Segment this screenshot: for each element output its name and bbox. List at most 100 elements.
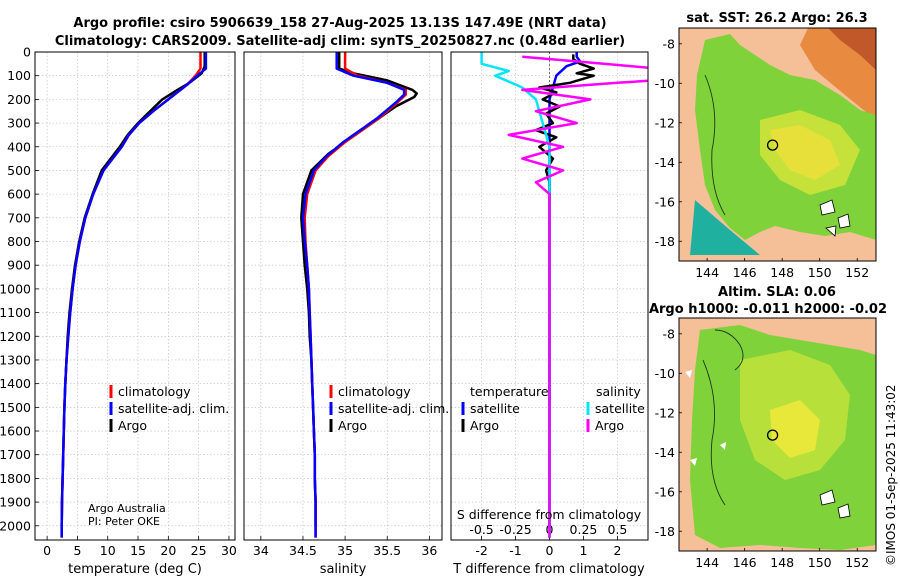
temperature-legend: climatology satellite-adj. clim. Argo <box>109 384 229 433</box>
salinity-x-label: salinity <box>320 562 367 577</box>
lat-tick-label: -14 <box>655 445 675 460</box>
difference-series <box>480 52 648 538</box>
lat-tick-label: -14 <box>655 155 675 170</box>
sst-argo-location-marker <box>766 139 779 151</box>
x-tick-label: 0 <box>43 543 51 558</box>
sla-islands <box>819 489 851 519</box>
x-tick-label: 35 <box>337 543 353 558</box>
sla-map-title-line2: Argo h1000: -0.011 h2000: -0.02 <box>649 302 887 317</box>
temperature-series <box>60 52 208 538</box>
depth-tick-label: 100 <box>7 68 31 83</box>
legend-s-satellite-label: satellite <box>595 401 645 416</box>
sla-peak-region <box>770 400 820 458</box>
depth-tick-label: 1300 <box>0 352 31 367</box>
x-tick-label: 2 <box>613 543 621 558</box>
lon-tick-label: 146 <box>733 265 757 280</box>
sla-map-panel: Altim. SLA: 0.06 Argo h1000: -0.011 h200… <box>649 285 887 570</box>
lat-tick-label: -18 <box>655 234 675 249</box>
legend-climatology-label: climatology <box>118 384 191 399</box>
depth-tick-label: 300 <box>7 116 31 131</box>
lat-tick-label: -10 <box>655 366 675 381</box>
lon-tick-label: 152 <box>845 555 869 570</box>
lat-tick-label: -8 <box>663 326 676 341</box>
t-difference-x-label: T difference from climatology <box>452 562 645 577</box>
legend-temperature-title: temperature <box>470 384 549 399</box>
s-difference-x-label: S difference from climatology <box>457 507 642 522</box>
sst-contour-line <box>704 74 726 216</box>
series-line-satellite-adj-clim- <box>60 52 208 538</box>
x-tick-label: 25 <box>191 543 207 558</box>
depth-tick-label: 1600 <box>0 424 31 439</box>
depth-tick-label: 1700 <box>0 447 31 462</box>
series-line-t-satellite <box>548 52 582 538</box>
depth-tick-label: 800 <box>7 234 31 249</box>
temperature-grid <box>35 51 235 540</box>
figure-title-line2: Climatology: CARS2009. Satellite-adj cli… <box>55 34 625 49</box>
imos-watermark: ©IMOS 01-Sep-2025 11:43:02 <box>884 384 898 566</box>
salinity-legend: climatology satellite-adj. clim. Argo <box>329 384 449 433</box>
lon-tick-label: 148 <box>770 265 794 280</box>
difference-legend: temperature satellite Argo salinity sate… <box>461 384 645 433</box>
sla-latitude-labels: -8 -10 -12 -14 -16 -18 <box>655 326 682 539</box>
depth-tick-label: 900 <box>7 258 31 273</box>
depth-tick-label: 200 <box>7 92 31 107</box>
x-tick-label: 10 <box>100 543 116 558</box>
x-tick-label: 36 <box>421 543 437 558</box>
lat-tick-label: -18 <box>655 524 675 539</box>
temperature-tick-labels: 0 5 10 15 20 25 30 <box>43 536 237 558</box>
depth-tick-label: 1900 <box>0 495 31 510</box>
series-line-s-satellite <box>480 52 551 538</box>
sst-core-region <box>770 125 840 180</box>
lon-tick-label: 150 <box>808 555 832 570</box>
sst-map-frame <box>678 27 877 262</box>
x-tick-label: -1 <box>509 543 521 558</box>
lat-tick-label: -12 <box>655 115 675 130</box>
lat-tick-label: -12 <box>655 405 675 420</box>
legend-s-argo-label: Argo <box>595 418 624 433</box>
x-tick-label: 34 <box>253 543 269 558</box>
difference-panel: -2 -1 0 1 2 -0.5 -0.25 0 0.25 0.5 T difference f… <box>450 51 649 577</box>
sst-coastal-strip <box>690 200 760 255</box>
x-tick-label: 20 <box>160 543 176 558</box>
sst-map-panel: sat. SST: 26.2 Argo: 26.3 -8 -10 -12 -14 -16… <box>655 11 877 280</box>
x-tick-label: 15 <box>130 543 146 558</box>
legend-satellite-label: satellite-adj. clim. <box>118 401 229 416</box>
credit-line2: PI: Peter OKE <box>88 515 160 528</box>
s-tick-label: -0.25 <box>499 522 531 537</box>
depth-tick-label: 2000 <box>0 518 31 533</box>
salinity-plot-area <box>244 52 442 540</box>
depth-tick-label: 1000 <box>0 281 31 296</box>
sla-map-title-line1: Altim. SLA: 0.06 <box>718 285 836 300</box>
sst-islands <box>819 199 851 237</box>
sst-latitude-labels: -8 -10 -12 -14 -16 -18 <box>655 36 682 249</box>
depth-tick-label: 600 <box>7 187 31 202</box>
legend-salinity-title: salinity <box>596 384 641 399</box>
depth-tick-label: 700 <box>7 210 31 225</box>
salinity-grid <box>244 51 442 540</box>
salinity-panel: 34 34.5 35 35.5 36 salinity climatology sate… <box>243 51 449 577</box>
depth-tick-label: 1400 <box>0 376 31 391</box>
legend-t-argo-label: Argo <box>470 418 499 433</box>
sla-argo-location-marker <box>766 429 779 441</box>
legend-t-satellite-label: satellite <box>470 401 520 416</box>
lon-tick-label: 150 <box>808 265 832 280</box>
sla-contour-line <box>702 359 726 506</box>
legend-argo-label: Argo <box>338 418 367 433</box>
lon-tick-label: 144 <box>695 265 719 280</box>
lon-tick-label: 152 <box>845 265 869 280</box>
x-tick-label: 30 <box>221 543 237 558</box>
legend-climatology-label: climatology <box>338 384 411 399</box>
temperature-panel: 0100200300400500600700800900100011001200… <box>0 45 237 578</box>
sla-map-frame <box>678 317 877 552</box>
salinity-tick-labels: 34 34.5 35 35.5 36 <box>253 536 437 558</box>
x-tick-label: 35.5 <box>373 543 401 558</box>
sla-coast-line <box>714 329 744 371</box>
lat-tick-label: -10 <box>655 76 675 91</box>
x-tick-label: 5 <box>73 543 81 558</box>
credit-line1: Argo Australia <box>88 502 166 515</box>
lat-tick-label: -16 <box>655 194 675 209</box>
sst-hot-region <box>828 28 876 70</box>
depth-tick-label: 400 <box>7 139 31 154</box>
lat-tick-label: -8 <box>663 36 676 51</box>
